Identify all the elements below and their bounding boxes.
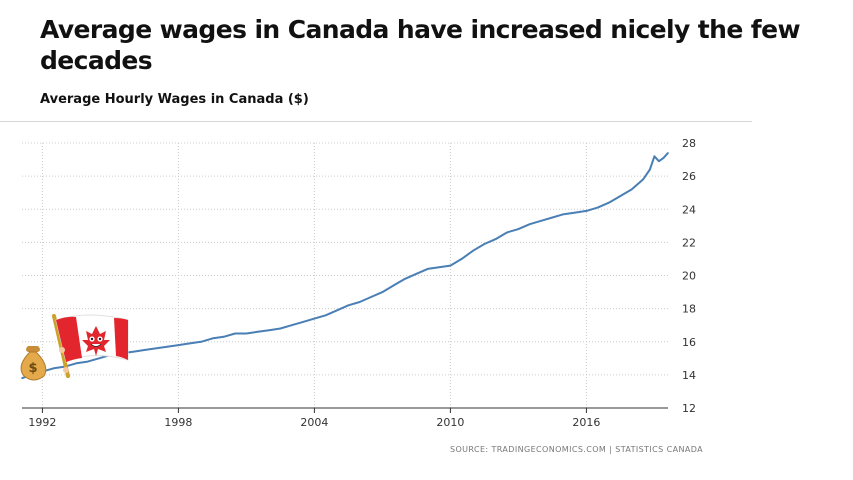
data-point [200,340,202,343]
data-point [438,266,440,269]
data-point [268,329,270,331]
data-point [245,332,248,335]
data-point [483,243,486,245]
data-point [256,331,259,333]
data-point [75,362,78,365]
data-point [449,264,452,267]
data-point [336,309,338,312]
data-point [649,168,651,171]
x-tick-label: 1992 [28,416,56,429]
data-point [222,335,225,338]
data-point [98,357,100,360]
data-point [415,273,418,275]
data-point [381,291,384,293]
x-tick-label: 1998 [164,416,192,429]
data-point [188,342,191,345]
data-point [392,284,395,287]
money-bag-canada-flag-icon: $ [18,310,136,390]
data-point [302,321,304,323]
series-layer [21,152,669,380]
chart-title: Average Hourly Wages in Canada ($) [40,92,309,107]
data-point [279,327,282,330]
svg-text:$: $ [28,361,37,376]
data-point [540,220,542,222]
data-point [166,345,168,348]
data-point [358,301,361,303]
data-point [324,314,327,317]
data-point [642,178,644,181]
data-point [653,155,656,158]
y-tick-label: 18 [682,303,696,316]
data-point [154,347,157,350]
data-point [347,304,350,307]
data-point [472,249,474,252]
data-point [370,296,372,298]
y-tick-label: 16 [682,336,696,349]
data-point [52,367,55,370]
data-point [562,213,565,216]
data-point [143,349,146,351]
grid-layer [22,142,668,409]
data-point [290,324,293,326]
data-point [662,157,665,159]
divider-line [0,121,752,122]
y-tick-label: 28 [682,137,696,150]
data-point [460,258,463,260]
y-tick-label: 22 [682,236,696,249]
x-tick-label: 2010 [436,416,464,429]
data-point [86,360,89,363]
data-point [528,223,531,225]
data-point [234,332,236,335]
y-tick-label: 14 [682,369,696,382]
data-point [619,195,622,197]
x-tick-label: 2016 [572,416,600,429]
page-headline: Average wages in Canada have increased n… [40,15,801,75]
data-point [506,231,508,234]
x-tick-label: 2004 [300,416,328,429]
data-point [313,317,316,320]
data-point [630,188,633,191]
data-point [404,278,406,280]
y-tick-label: 26 [682,170,696,183]
data-point [585,210,588,212]
data-point [426,268,429,270]
axis-layer [22,407,668,413]
data-point [658,160,660,163]
tick-layer: 12 14 16 18 20 22 24 26 28 1992 1998 2004 2010 2016 [28,137,696,429]
data-point [667,152,669,154]
data-point [21,377,23,379]
y-tick-label: 12 [682,402,696,415]
data-point [494,238,497,240]
data-point [211,337,214,340]
data-point [574,211,576,214]
data-point [551,216,554,219]
data-point [517,228,520,230]
y-tick-label: 24 [682,203,696,216]
y-tick-label: 20 [682,270,696,283]
data-point [177,344,180,346]
source-note: SOURCE: TRADINGECONOMICS.COM | STATISTIC… [450,445,704,454]
data-point [608,201,610,204]
data-point [596,206,599,209]
data-point [132,350,134,353]
